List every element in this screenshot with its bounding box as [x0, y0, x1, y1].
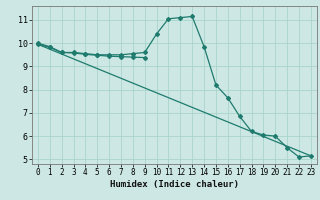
X-axis label: Humidex (Indice chaleur): Humidex (Indice chaleur) [110, 180, 239, 189]
